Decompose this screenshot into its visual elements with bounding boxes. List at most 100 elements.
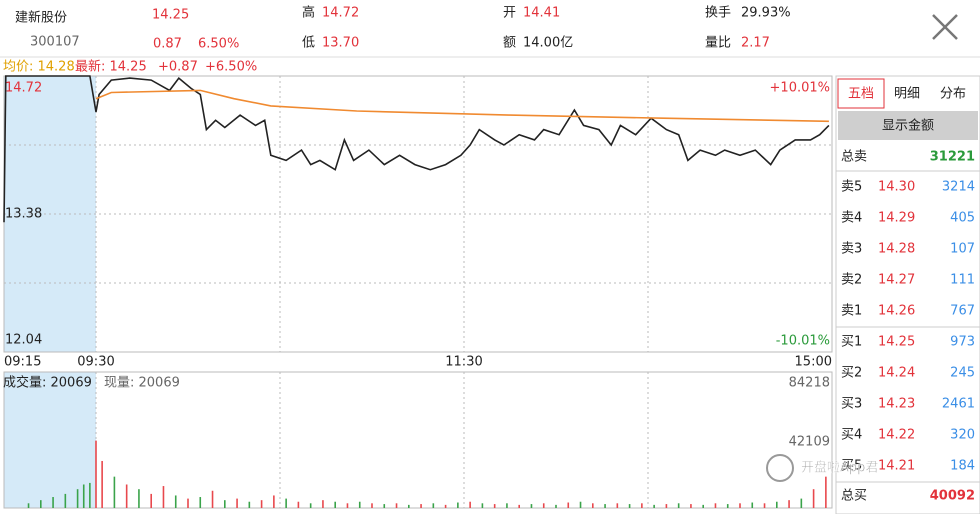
volume-bar — [751, 502, 754, 508]
volume-bar — [420, 504, 422, 508]
volume-bar — [469, 501, 471, 508]
right-label: -10.01% — [776, 334, 830, 349]
tab[interactable]: 五档 — [848, 87, 874, 102]
volume-bar — [248, 501, 251, 508]
stock-code: 300107 — [30, 35, 80, 50]
current-volume: 现量: 20069 — [104, 376, 180, 391]
label: 量比 — [705, 36, 731, 51]
volume-bar — [665, 504, 668, 508]
volume-bar — [800, 498, 803, 508]
row-label: 卖5 — [841, 180, 862, 195]
label: 低 — [302, 36, 315, 51]
volume-bar — [763, 503, 766, 508]
row-label: 卖2 — [841, 273, 862, 288]
row-price: 14.26 — [878, 304, 915, 319]
x-tick-label: 11:30 — [445, 355, 482, 370]
row-label: 买1 — [841, 335, 862, 350]
volume-bar — [567, 502, 570, 508]
row-price: 14.30 — [878, 180, 915, 195]
row-volume: 320 — [950, 428, 975, 443]
volume-label: 成交量: 20069 — [3, 375, 92, 391]
order-rows: 卖5 14.30 3214 卖4 14.29 405 卖3 14.28 107 卖2 14.27 11… — [836, 170, 980, 483]
volume-bar — [555, 504, 557, 508]
volume-bar — [125, 484, 128, 508]
volume-bar — [518, 504, 520, 508]
volume-bar — [702, 504, 704, 508]
value: 14.00亿 — [523, 36, 573, 51]
latest: 最新: 14.25 — [75, 59, 147, 75]
row-price: 14.24 — [878, 366, 915, 381]
close-button[interactable] — [932, 14, 958, 40]
y-tick-label: 13.38 — [5, 207, 42, 222]
row-price: 14.27 — [878, 273, 915, 288]
total-buy: 40092 — [930, 489, 975, 504]
price-line — [95, 89, 829, 123]
volume-bar — [211, 490, 214, 508]
change-pct: +6.50% — [205, 60, 257, 75]
row-price: 14.28 — [878, 242, 915, 257]
volume-bar — [260, 500, 263, 508]
volume-bar — [506, 503, 508, 508]
volume-bar — [690, 504, 692, 508]
row-volume: 973 — [950, 335, 975, 350]
volume-bar — [64, 493, 67, 508]
volume-bar — [493, 504, 496, 508]
volume-bar — [89, 482, 91, 508]
avg-price: 均价: 14.28 — [3, 60, 75, 75]
value: 14.72 — [322, 6, 359, 21]
volume-bar — [395, 503, 398, 508]
button[interactable] — [838, 111, 978, 140]
volume-bar — [825, 476, 827, 508]
volume-bar — [481, 503, 484, 508]
order-book — [835, 75, 980, 514]
volume-bar — [788, 500, 790, 508]
volume-bar — [641, 503, 643, 508]
value: 2.17 — [741, 36, 770, 51]
volume-bar — [726, 504, 729, 508]
volume-bar — [653, 504, 655, 508]
volume-bar — [174, 495, 177, 508]
volume-bar — [322, 500, 324, 508]
x-tick-label: 09:30 — [77, 355, 114, 370]
volume-bar — [432, 503, 435, 508]
right-label: +10.01% — [770, 81, 830, 96]
row-label: 卖3 — [841, 242, 862, 257]
tab[interactable]: 分布 — [940, 87, 966, 102]
label: 总买 — [841, 489, 867, 504]
volume-bar — [358, 501, 361, 508]
volume-bar — [199, 497, 202, 508]
stock-name: 建新股份 — [15, 10, 67, 26]
volume-bar — [162, 486, 165, 508]
volume-bar — [346, 503, 349, 508]
row-label: 买2 — [841, 366, 862, 381]
row-label: 买5 — [841, 459, 862, 474]
change-pct: 6.50% — [198, 37, 239, 52]
label: 高 — [302, 5, 315, 21]
price: 14.25 — [152, 8, 189, 23]
volume-bar — [677, 503, 680, 508]
row-volume: 245 — [950, 366, 975, 381]
watermark-icon — [766, 454, 794, 482]
volume-bar — [273, 495, 275, 508]
row-price: 14.22 — [878, 428, 915, 443]
volume-bar — [812, 489, 815, 508]
tab[interactable]: 明细 — [894, 87, 920, 102]
volume-bar — [579, 501, 582, 508]
volume-bar — [101, 460, 103, 508]
volume-bar — [113, 476, 116, 508]
volume-bar — [40, 500, 42, 508]
row-volume: 184 — [950, 459, 975, 474]
volume-bar — [714, 503, 717, 508]
watermark-text: 开盘啦App君 — [801, 460, 878, 476]
y-tick-label: 42109 — [789, 435, 830, 450]
volume-bar — [150, 493, 152, 508]
volume-bar — [236, 498, 238, 508]
volume-bar — [334, 501, 336, 508]
row-price: 14.23 — [878, 397, 915, 412]
y-tick-label: 14.72 — [5, 81, 42, 96]
button-label[interactable]: 显示金额 — [882, 118, 934, 134]
tab-selected[interactable] — [837, 78, 885, 109]
watermark: 开盘啦App君 — [766, 454, 879, 482]
row-price: 14.29 — [878, 211, 915, 226]
volume-bar — [297, 501, 300, 508]
